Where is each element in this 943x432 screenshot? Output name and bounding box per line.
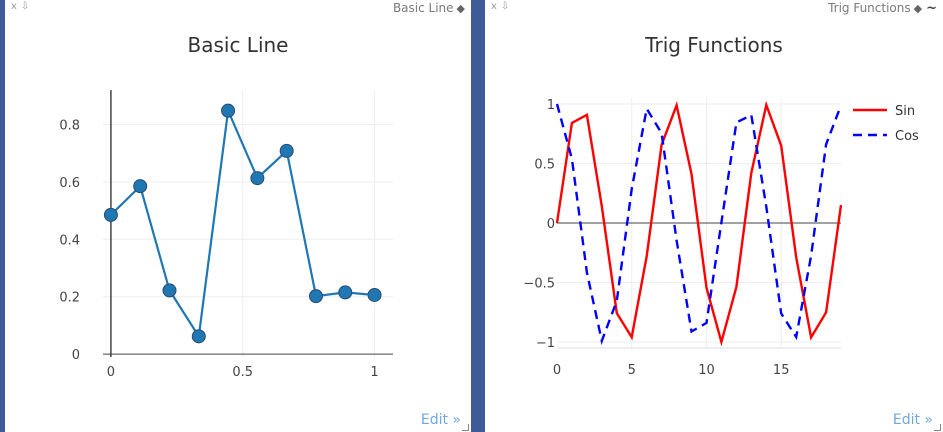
x-tick-label: 0: [107, 365, 115, 380]
chart-name-label: Basic Line: [392, 1, 454, 15]
resize-handle[interactable]: [462, 424, 469, 431]
series-line-cos: [555, 103, 843, 346]
legend-label: Cos: [895, 129, 919, 144]
data-point: [221, 103, 236, 118]
x-tick-label: 0: [553, 363, 561, 378]
x-tick-label: 0.5: [232, 365, 253, 380]
series-line-sin: [555, 100, 843, 347]
y-tick-label: 0.8: [59, 118, 80, 133]
y-tick-label: 0.5: [534, 157, 555, 172]
data-point: [367, 287, 382, 302]
data-point: [162, 283, 177, 298]
chart-panel-trig-functions: x⇩ Trig Functions ◆ ~ Trig Functions −1 −0.5…: [485, 0, 943, 432]
data-point: [279, 143, 294, 158]
data-point: [103, 207, 118, 222]
data-point: [338, 285, 353, 300]
panel-header-label: Trig Functions ◆ ~: [828, 1, 937, 16]
series-line: [110, 106, 375, 340]
y-tick-label: 0: [547, 217, 555, 232]
panel-header-icons: x⇩: [491, 1, 513, 12]
y-tick-label: 0.4: [59, 233, 80, 248]
resize-handle[interactable]: [934, 424, 941, 431]
close-icon[interactable]: x: [11, 1, 21, 12]
x-tick-label: 15: [773, 363, 790, 378]
chart-panel-basic-line: x⇩ Basic Line ◆ Basic Line 0 0.2 0.4 0.6 0.8 0 0…: [5, 0, 471, 432]
chart-name-label: Trig Functions: [828, 1, 911, 15]
edit-link[interactable]: Edit »: [420, 412, 461, 428]
y-tick-label: 0.2: [59, 291, 80, 306]
y-tick-label: 0.6: [59, 176, 80, 191]
pin-icon[interactable]: ⇩: [500, 1, 514, 12]
y-tick-label: −0.5: [523, 277, 555, 292]
legend-label: Sin: [895, 104, 915, 119]
data-point: [133, 179, 148, 194]
pin-icon[interactable]: ⇩: [20, 1, 34, 12]
panel-header-icons: x⇩: [11, 1, 33, 12]
panel-header-label: Basic Line ◆: [393, 1, 465, 15]
data-point: [308, 289, 323, 304]
chart-title: Basic Line: [188, 33, 289, 57]
x-tick-label: 10: [698, 363, 715, 378]
edit-link[interactable]: Edit »: [892, 412, 933, 428]
plotly-icon[interactable]: ~: [926, 1, 937, 16]
y-tick-label: 1: [547, 98, 555, 113]
basic-line-chart: Basic Line 0 0.2 0.4 0.6 0.8 0 0.5 1: [59, 33, 393, 380]
data-point: [250, 171, 265, 186]
y-tick-label: 0: [72, 348, 80, 363]
data-point: [191, 329, 206, 344]
y-tick-label: −1: [536, 336, 555, 351]
chart-title: Trig Functions: [644, 33, 783, 57]
x-tick-label: 5: [628, 363, 636, 378]
close-icon[interactable]: x: [491, 1, 501, 12]
x-tick-label: 1: [370, 365, 378, 380]
tag-icon[interactable]: ◆: [456, 2, 465, 15]
tag-icon[interactable]: ◆: [913, 2, 923, 15]
